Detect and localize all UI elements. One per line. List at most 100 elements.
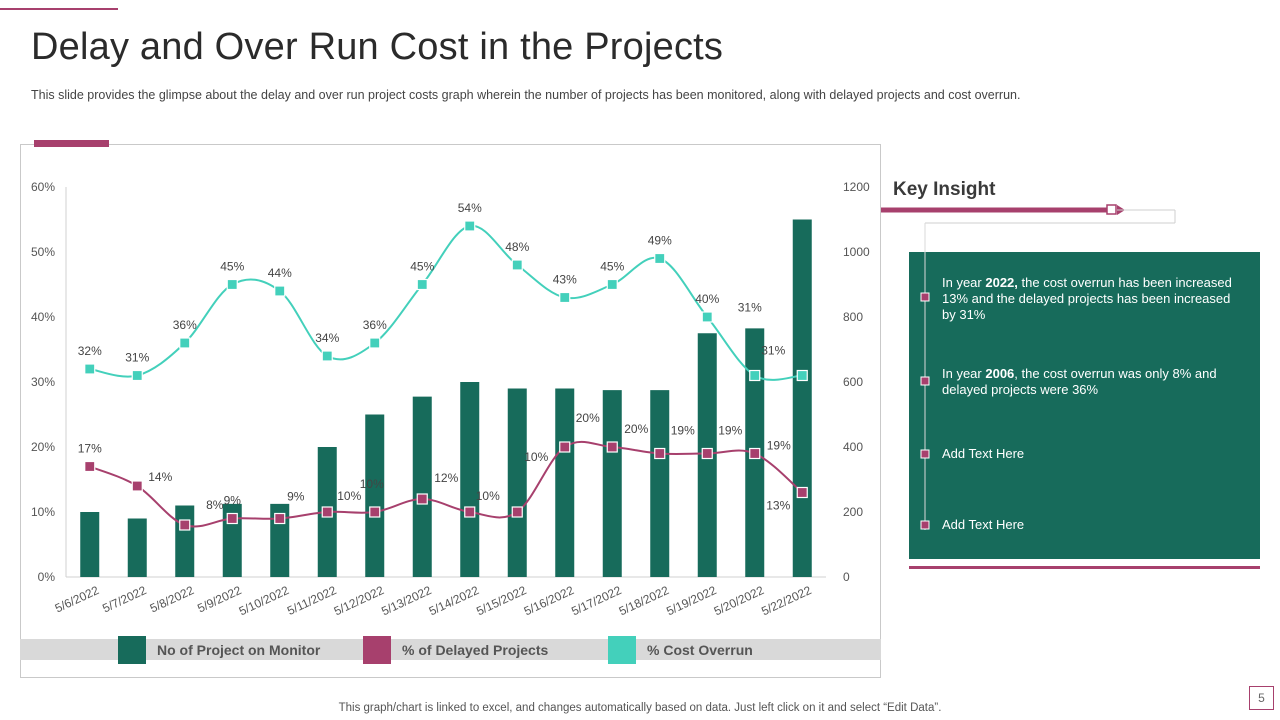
marker-delayed-4 (226, 512, 238, 525)
x-tick-label: 5/10/2022 (237, 583, 292, 618)
x-tick-label: 5/8/2022 (148, 583, 197, 616)
marker-delayed-6 (321, 506, 333, 518)
y-left-tick-label: 0% (38, 570, 56, 584)
marker-delayed-3 (179, 519, 191, 531)
data-label-delayed: 10% (337, 489, 361, 503)
data-label-overrun: 45% (220, 260, 244, 274)
marker-delayed-16 (796, 486, 808, 499)
x-tick-label: 5/7/2022 (100, 583, 149, 616)
x-tick-label: 5/11/2022 (285, 583, 339, 618)
data-label-delayed: 8% (206, 498, 224, 512)
legend-bar (20, 639, 881, 660)
chart-frame[interactable] (20, 144, 881, 678)
y-left-tick-label: 10% (31, 505, 55, 519)
marker-overrun-3 (179, 337, 191, 349)
marker-overrun-9 (464, 220, 476, 232)
marker-overrun-2 (131, 369, 143, 382)
data-label-delayed: 19% (671, 424, 695, 438)
y-left-tick-label: 60% (31, 180, 55, 194)
data-label-overrun: 32% (78, 344, 102, 358)
data-label-overrun: 49% (648, 234, 672, 248)
data-label-delayed: 9% (287, 490, 305, 504)
x-tick-label: 5/6/2022 (53, 583, 102, 616)
bar-projects-2 (127, 518, 147, 577)
marker-delayed-9 (464, 506, 476, 518)
marker-delayed-14 (701, 447, 713, 460)
top-accent-line (0, 8, 118, 10)
data-label-overrun: 36% (173, 318, 197, 332)
y-left-tick-label: 50% (31, 245, 55, 259)
data-label-delayed: 19% (767, 439, 791, 453)
x-tick-label: 5/16/2022 (522, 583, 577, 618)
marker-delayed-12 (606, 441, 618, 453)
bar-projects-8 (412, 396, 432, 577)
y-right-tick-label: 1200 (843, 180, 870, 194)
legend-swatch-delayed (363, 636, 391, 664)
data-label-overrun: 43% (553, 273, 577, 287)
bar-projects-7 (365, 414, 385, 577)
y-right-tick-label: 200 (843, 505, 863, 519)
marker-overrun-10 (511, 259, 523, 271)
y-right-tick-label: 1000 (843, 245, 870, 259)
x-tick-label: 5/22/2022 (759, 583, 814, 618)
bar-projects-9 (460, 382, 480, 577)
data-label-delayed: 12% (434, 471, 458, 485)
y-right-tick-label: 600 (843, 375, 863, 389)
x-tick-label: 5/17/2022 (569, 583, 624, 618)
legend-item-delayed: % of Delayed Projects (363, 636, 548, 664)
data-label-overrun: 45% (410, 260, 434, 274)
marker-overrun-7 (369, 337, 381, 349)
data-label-overrun: 40% (695, 292, 719, 306)
x-tick-label: 5/18/2022 (617, 583, 672, 618)
footer-note: This graph/chart is linked to excel, and… (338, 702, 942, 714)
y-left-tick-label: 30% (31, 375, 55, 389)
line-overrun (89, 224, 803, 381)
marker-delayed-2 (131, 480, 143, 492)
y-right-tick-label: 0 (843, 570, 850, 584)
bar-projects-12 (602, 390, 622, 577)
marker-overrun-15 (749, 369, 761, 382)
x-tick-label: 5/15/2022 (474, 583, 529, 618)
marker-delayed-7 (369, 506, 381, 518)
data-label-delayed: 14% (148, 470, 172, 484)
marker-overrun-8 (416, 278, 428, 291)
insight-item-4: Add Text Here (942, 517, 1025, 532)
data-label-delayed: 10% (476, 489, 500, 503)
data-label-overrun: 31% (738, 301, 762, 315)
data-label-delayed: 17% (78, 442, 102, 456)
line-delayed (89, 440, 803, 528)
data-label-overrun: 34% (315, 331, 339, 345)
marker-overrun-14 (701, 311, 713, 323)
data-label-delayed: 13% (766, 499, 790, 513)
page-subtitle: This slide provides the glimpse about th… (31, 88, 1021, 102)
page-title: Delay and Over Run Cost in the Projects (31, 26, 724, 68)
data-label-delayed: 20% (624, 422, 648, 436)
marker-delayed-5 (274, 512, 286, 525)
insight-item-3: Add Text Here (942, 446, 1025, 461)
legend-label-projects: No of Project on Monitor (157, 642, 321, 658)
data-label-delayed: 20% (576, 411, 600, 425)
insight-item-1: In year 2022, the cost overrun has been … (942, 275, 1232, 322)
x-tick-label: 5/12/2022 (332, 583, 387, 618)
marker-delayed-8 (416, 493, 428, 505)
x-tick-label: 5/20/2022 (712, 583, 767, 618)
data-label-overrun: 48% (505, 240, 529, 254)
data-label-delayed: 10% (360, 477, 384, 491)
x-tick-label: 5/19/2022 (664, 583, 719, 618)
bar-projects-3 (175, 505, 195, 577)
insight-panel (909, 252, 1260, 559)
y-left-tick-label: 40% (31, 310, 55, 324)
data-label-overrun: 36% (363, 318, 387, 332)
marker-delayed-10 (511, 506, 523, 518)
legend-swatch-projects (118, 636, 146, 664)
bar-projects-11 (555, 388, 575, 577)
marker-delayed-15 (749, 447, 761, 460)
data-label-delayed: 9% (224, 494, 242, 508)
bar-projects-10 (507, 388, 527, 577)
y-right-tick-label: 800 (843, 310, 863, 324)
marker-overrun-6 (321, 350, 333, 362)
marker-overrun-12 (606, 278, 618, 291)
bar-projects-13 (650, 390, 670, 577)
data-label-overrun: 31% (761, 344, 785, 358)
